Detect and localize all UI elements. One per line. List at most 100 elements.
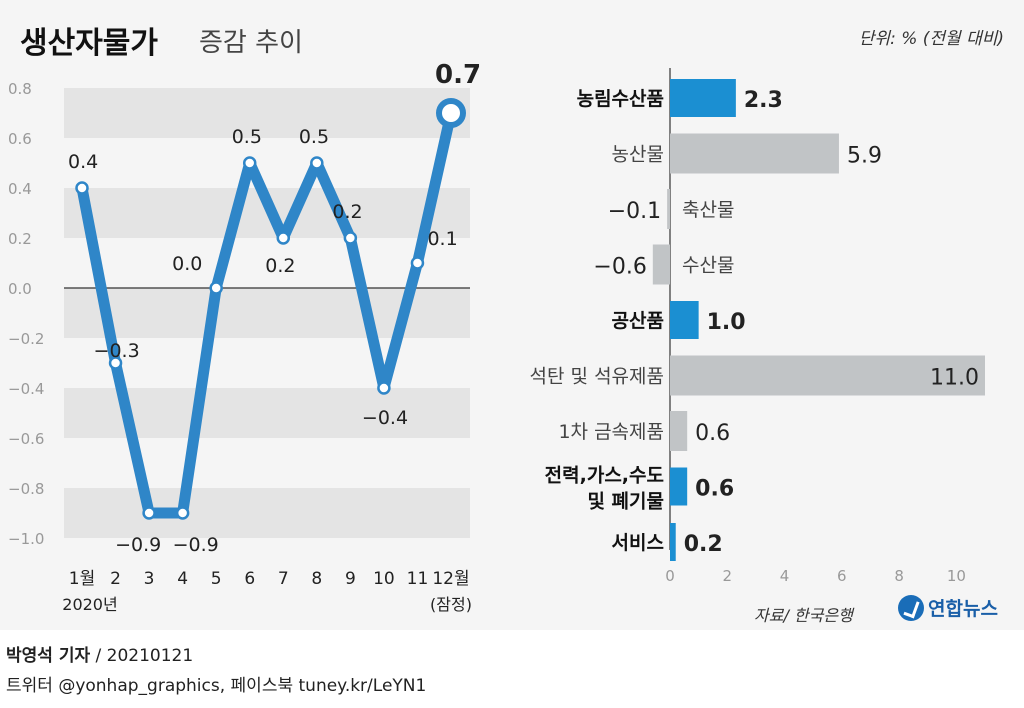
chart-title: 생산자물가 [20,26,158,61]
grid-band [64,338,470,388]
bar-value-label: 0.2 [684,532,723,557]
bar [667,189,670,229]
bar-value-label: 11.0 [930,366,979,391]
data-label: 0.5 [232,126,262,148]
data-point [310,156,324,170]
bar-x-tick-label: 0 [665,567,675,585]
bar-x-tick-label: 6 [837,567,847,585]
data-label: 0.2 [265,255,295,277]
x-tick-label: 2 [110,569,121,589]
data-point-highlight [436,98,466,128]
data-point [75,181,89,195]
bar-category-label: 공산품 [612,310,664,332]
bar-category-label: 석탄 및 석유제품 [530,366,664,388]
bar-value-label: 1.0 [707,310,746,335]
bar [670,467,688,506]
data-label: −0.4 [362,407,408,429]
y-tick-label: −1.0 [8,530,44,548]
x-tick-label: 9 [345,569,356,589]
data-label: −0.9 [115,534,161,556]
bar [670,523,676,561]
x-tick-label: 12월 [432,569,469,589]
x-tick-label: 1월 [69,569,95,589]
x-tick-label: 5 [211,569,222,589]
bar-category-label: 축산물 [682,199,734,221]
data-point [410,256,425,270]
bar-category-label: 1차 금속제품 [558,421,664,443]
data-label: 0.7 [435,60,481,90]
bar-category-label: 수산물 [682,255,734,277]
data-point [108,356,123,370]
y-tick-label: 0.0 [8,280,32,298]
bar-value-label: 2.3 [744,88,783,113]
bar-category-label: 전력,가스,수도 [545,465,664,487]
grid-band [64,138,470,188]
data-label: 0.5 [299,126,329,148]
bar-x-tick-label: 4 [780,567,790,585]
x-tick-label: 3 [144,569,155,589]
reporter-name: 박영석 기자 [6,646,91,666]
x-tick-label: 7 [278,569,289,589]
line-chart: 0.8 0.6 0.4 0.2 0.0 −0.2 −0.4 −0.6 −0.8 −1.0 0.4 −0… [8,60,481,614]
bar-chart: 농림수산품 2.3 농산물 5.9 축산물 −0.1 수산물 −0.6 공산품 1.0 석탄 및 석… [530,68,985,585]
y-tick-label: 0.4 [8,180,32,198]
data-label: 0.2 [332,201,362,223]
x-tick-label: 10 [373,569,395,589]
data-label: −0.9 [173,534,219,556]
x-tick-label: 11 [407,569,429,589]
grid-band [64,238,470,288]
data-label: 0.0 [172,253,202,275]
data-label: 0.1 [427,228,457,250]
y-tick-label: −0.4 [8,380,44,398]
data-point [343,231,358,245]
bar-value-label: 5.9 [847,144,882,169]
x-sub-label: (잠정) [430,595,472,614]
yonhap-logo: 연합뉴스 [898,594,998,621]
data-point [276,231,291,245]
grid-band [64,488,470,538]
social-links: 트위터 @yonhap_graphics, 페이스북 tuney.kr/LeYN… [6,676,427,696]
y-tick-label: 0.8 [8,80,32,98]
bar [670,411,688,451]
bar-value-label: 0.6 [695,477,734,502]
bar [670,355,985,396]
data-point [377,381,391,395]
source-label: 자료/ 한국은행 [754,606,853,625]
bar [652,244,670,285]
data-point [242,156,257,170]
y-tick-label: 0.2 [8,230,32,248]
chart-subtitle: 증감 추이 [199,28,303,58]
byline-date: / 20210121 [90,646,194,666]
y-tick-label: −0.8 [8,480,44,498]
unit-label: 단위: % (전월 대비) [858,29,1004,49]
bar-value-label: −0.1 [608,199,661,224]
x-tick-label: 4 [177,569,188,589]
yonhap-logo-icon [898,594,924,621]
bar-x-tick-label: 2 [722,567,732,585]
bar-category-label: 및 폐기물 [587,491,664,513]
bar-value-label: 0.6 [695,421,730,446]
grid-band [64,88,470,138]
x-sub-label: 2020년 [62,595,117,614]
bar-category-label: 농산물 [612,144,664,166]
grid-band [64,438,470,488]
logo-text: 연합뉴스 [928,598,998,620]
data-point [209,281,223,295]
data-point [175,506,190,520]
data-point [142,506,156,520]
bar-category-label: 농림수산품 [577,88,664,110]
x-tick-label: 8 [311,569,322,589]
y-tick-label: −0.6 [8,430,44,448]
bar-category-label: 서비스 [612,532,664,554]
bar-x-tick-label: 8 [894,567,904,585]
bar [670,133,839,174]
bar [670,301,699,339]
bar-value-label: −0.6 [593,255,646,280]
series-line [76,107,457,519]
y-tick-label: −0.2 [8,330,44,348]
data-label: −0.3 [94,340,140,362]
bar-x-tick-label: 10 [947,567,966,585]
x-tick-label: 6 [244,569,255,589]
data-label: 0.4 [68,151,98,173]
byline: 박영석 기자 / 20210121 [6,641,193,666]
